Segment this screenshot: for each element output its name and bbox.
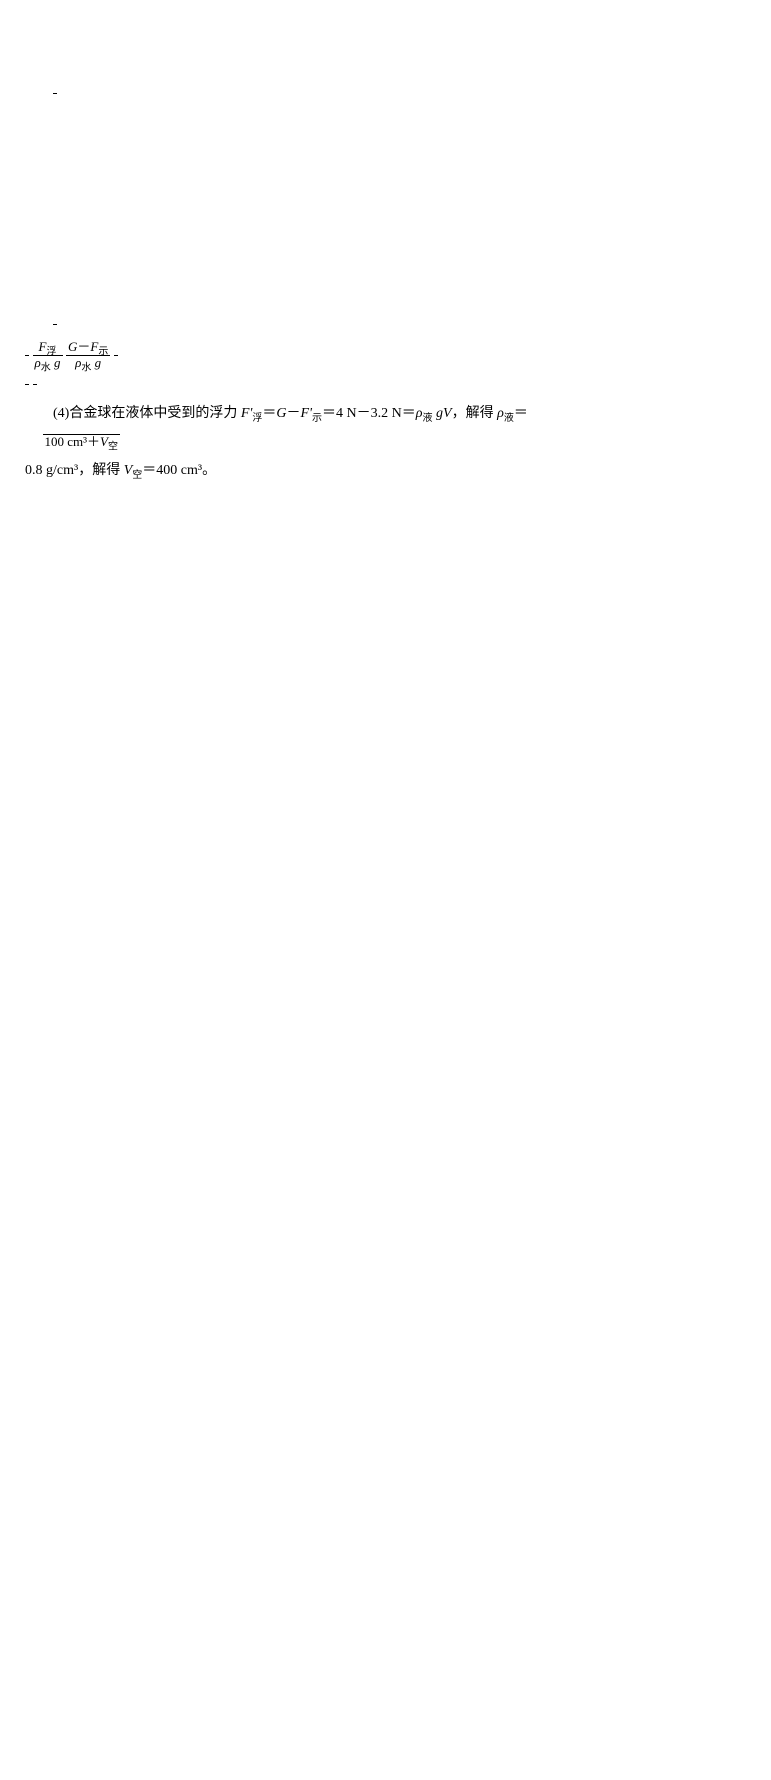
q33-f-final: 100 cm³＋V空: [43, 434, 120, 449]
q33-f-calc: [114, 355, 118, 356]
q28-answers: [29, 52, 746, 79]
q33-ex-p6: 100 cm³＋V空: [25, 429, 746, 456]
q28-answer-line: [25, 52, 746, 79]
f-top: [53, 324, 57, 325]
q33-ex-p3: F浮 ρ水 g G－F示 ρ水 g: [25, 340, 746, 370]
q33-f-mV: [25, 384, 29, 385]
q34-circuit: [25, 496, 746, 717]
t: 0.8 g/cm³，解得 V空＝400 cm³。: [25, 463, 216, 478]
f-top: F浮: [33, 340, 63, 355]
q28-frac-top: [53, 93, 57, 94]
q33-f-Gg: [53, 324, 57, 325]
chart-svg: [256, 121, 516, 291]
q33-f-400g: [33, 384, 37, 385]
q33-f-Ffu: F浮 ρ水 g: [33, 340, 63, 370]
q33-chart: [25, 121, 746, 302]
f-top: [25, 384, 29, 385]
f-top: [114, 355, 118, 356]
q33-f-GF: G－F示 ρ水 g: [66, 340, 110, 370]
q28-eff-frac: [53, 93, 57, 94]
q33-ex-p7: 0.8 g/cm³，解得 V空＝400 cm³。: [25, 458, 746, 485]
q33-f-4N: [25, 355, 29, 356]
q33-ex-p5: (4)合金球在液体中受到的浮力 F'浮＝G－F'示＝4 N－3.2 N＝ρ液 g…: [25, 401, 746, 428]
f-bot: 100 cm³＋V空: [43, 435, 120, 449]
q33-ex-p4: [25, 372, 746, 399]
f-top: [33, 384, 37, 385]
f-bot: ρ水 g: [33, 356, 63, 370]
q33-ex-p2: [25, 312, 746, 339]
f-top: G－F示: [66, 340, 110, 355]
q28-ex-p2: [25, 81, 746, 108]
t: (4)合金球在液体中受到的浮力 F'浮＝G－F'示＝4 N－3.2 N＝ρ液 g…: [53, 406, 528, 421]
f-top: [25, 355, 29, 356]
circuit-svg: [186, 496, 586, 706]
